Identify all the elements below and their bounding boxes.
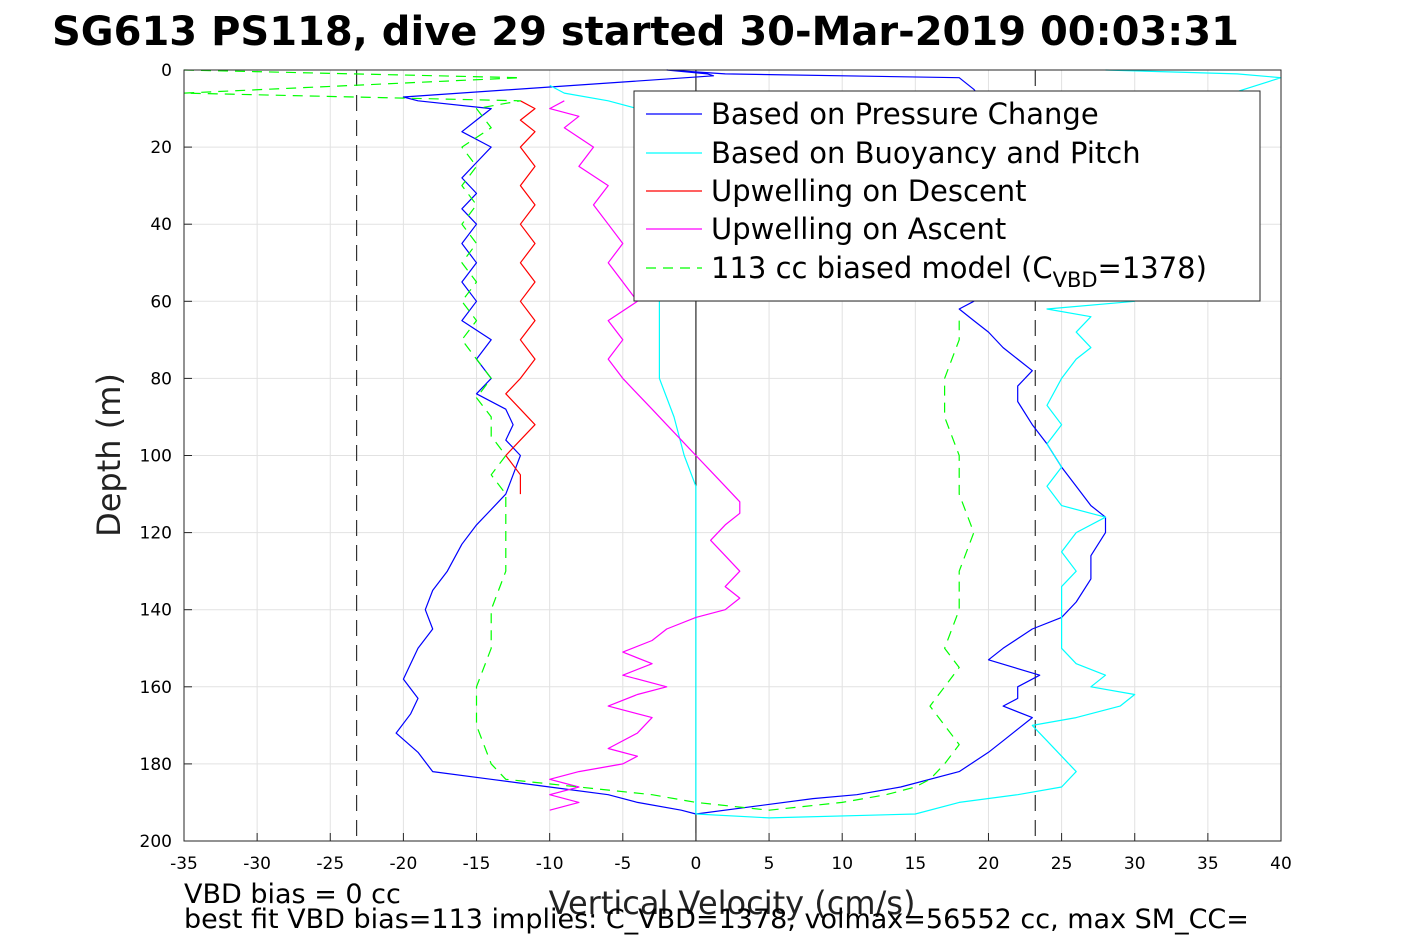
legend: Based on Pressure Change Based on Buoyan… [633,90,1261,302]
legend-label-model-subscript: VBD [1053,268,1098,292]
y-tick-label: 60 [150,292,172,312]
legend-label-buoyancy: Based on Buoyancy and Pitch [711,136,1141,170]
x-tick-label: -30 [243,854,271,874]
legend-label-ascent: Upwelling on Ascent [711,212,1006,246]
x-axis-label: Vertical Velocity (cm/s) [549,884,916,922]
y-axis-ticks: 0 20 40 60 80 100 120 140 160 180 200 [140,61,192,852]
x-tick-label: -25 [316,854,344,874]
x-tick-label: 20 [978,854,1000,874]
y-tick-label: 80 [150,369,172,389]
x-tick-label: -5 [614,854,631,874]
series-line-0 [395,69,1107,815]
y-tick-label: 140 [140,601,172,621]
x-tick-label: -20 [390,854,418,874]
y-tick-label: 160 [140,678,172,698]
series-line-3 [549,100,741,811]
x-tick-label: 35 [1197,854,1219,874]
legend-label-model: 113 cc biased model (CVBD=1378) [711,251,1207,292]
y-tick-label: 20 [150,138,172,158]
data-series [183,69,1282,819]
y-tick-label: 120 [140,524,172,544]
legend-label-model-prefix: 113 cc biased model (C [711,251,1053,285]
x-tick-label: -10 [536,854,564,874]
x-tick-label: 15 [905,854,927,874]
legend-box [633,90,1261,302]
legend-label-pressure: Based on Pressure Change [711,97,1099,131]
footer-vbd-bias: VBD bias = 0 cc [184,879,401,910]
y-tick-label: 40 [150,215,172,235]
x-axis-ticks: -35 -30 -25 -20 -15 -10 -5 0 5 10 15 20 25 30 35 40 [170,833,1292,874]
x-tick-label: 10 [831,854,853,874]
y-tick-label: 0 [161,61,172,81]
y-tick-label: 200 [140,832,172,852]
y-tick-label: 100 [140,447,172,467]
x-tick-label: 40 [1270,854,1292,874]
y-tick-label: 180 [140,755,172,775]
legend-label-descent: Upwelling on Descent [711,174,1027,208]
x-tick-label: 30 [1124,854,1146,874]
x-tick-label: 5 [764,854,775,874]
series-line-4 [183,69,975,811]
footer-best-fit: best fit VBD bias=113 implies: C_VBD=137… [184,904,1249,935]
x-tick-label: -15 [463,854,491,874]
series-line-1 [549,69,1282,819]
y-axis-label: Depth (m) [90,373,128,537]
x-tick-label: -35 [170,854,198,874]
x-tick-label: 25 [1051,854,1073,874]
legend-label-model-suffix: =1378) [1098,251,1207,285]
chart-title: SG613 PS118, dive 29 started 30-Mar-2019… [52,9,1239,55]
x-tick-label: 0 [691,854,702,874]
series-line-2 [505,100,536,495]
